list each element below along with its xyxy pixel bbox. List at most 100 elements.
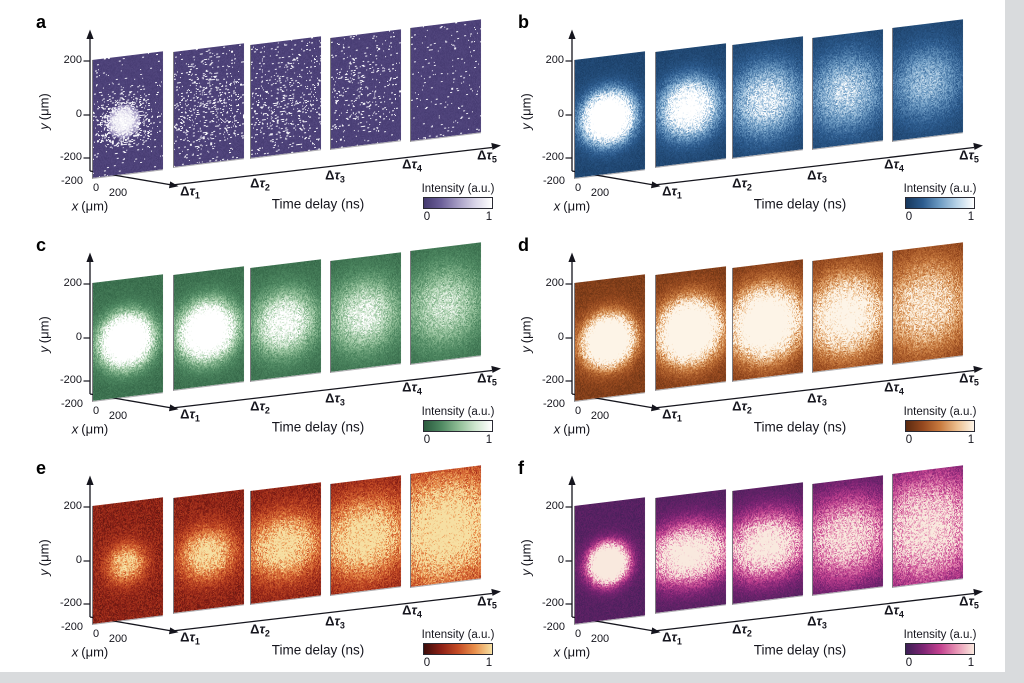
delay-label: Δτ4	[402, 603, 422, 620]
delay-index: 1	[676, 190, 682, 201]
colorbar-label: Intensity (a.u.)	[903, 629, 977, 641]
delta-glyph: Δ	[250, 175, 260, 191]
x-tick-label: 0	[92, 182, 100, 194]
y-tick-label: 200	[545, 54, 564, 66]
axes	[565, 29, 983, 189]
delta-glyph: Δ	[662, 406, 672, 422]
colorbar-gradient	[423, 197, 493, 209]
x-tick-label: 200	[108, 187, 128, 199]
delay-index: 5	[973, 154, 979, 165]
tau-glyph: τ	[334, 167, 340, 183]
delay-label: Δτ3	[325, 391, 345, 408]
colorbar-min: 0	[423, 434, 431, 446]
x-axis-label: x (μm)	[553, 421, 591, 437]
figure-panel-e: e y(μm) 200 0 -200 -200 0 200 x (μm) Time…	[28, 454, 520, 678]
bottom-edge-strip	[0, 672, 1024, 683]
delta-glyph: Δ	[325, 613, 335, 629]
delay-label: Δτ5	[959, 371, 979, 388]
y-axis-arrow-icon	[568, 29, 576, 39]
y-tick-label: 0	[75, 108, 82, 120]
x-tick-label: 200	[108, 633, 128, 645]
heatmap-frame	[574, 497, 645, 625]
tau-glyph: τ	[334, 613, 340, 629]
heatmap-frame	[732, 36, 803, 159]
tau-glyph: τ	[816, 167, 822, 183]
tau-glyph: τ	[893, 156, 899, 172]
axes	[565, 252, 983, 412]
y-tick-label: 0	[75, 554, 82, 566]
delta-glyph: Δ	[180, 183, 190, 199]
delta-glyph: Δ	[402, 156, 412, 172]
tau-glyph: τ	[816, 390, 822, 406]
colorbar-max: 1	[485, 434, 493, 446]
tau-glyph: τ	[259, 621, 265, 637]
y-tick-label: -200	[59, 597, 82, 609]
delay-index: 1	[676, 413, 682, 424]
panel-letter: f	[518, 458, 524, 478]
colorbar-label: Intensity (a.u.)	[421, 629, 495, 641]
delay-label: Δτ4	[402, 380, 422, 397]
delay-index: 4	[416, 386, 422, 397]
colorbar-max: 1	[485, 657, 493, 669]
x-tick-label: -200	[542, 398, 566, 410]
delta-glyph: Δ	[180, 629, 190, 645]
heatmap-frame	[410, 465, 481, 588]
tau-glyph: τ	[411, 602, 417, 618]
heatmap-frame	[330, 29, 401, 150]
delay-index: 4	[898, 609, 904, 620]
x-tick-label: 0	[92, 405, 100, 417]
time-axis-line	[171, 369, 493, 409]
delay-label: Δτ1	[662, 184, 682, 201]
heatmap-frame	[92, 274, 163, 402]
tau-glyph: τ	[486, 147, 492, 163]
delta-glyph: Δ	[732, 398, 742, 414]
y-tick-label: 0	[557, 331, 564, 343]
y-axis-arrow-icon	[568, 252, 576, 262]
y-axis-arrow-icon	[86, 475, 94, 485]
y-axis-arrow-icon	[86, 252, 94, 262]
delay-label: Δτ5	[477, 594, 497, 611]
delay-label: Δτ2	[250, 399, 270, 416]
y-tick-label: -200	[541, 374, 564, 386]
delta-glyph: Δ	[250, 398, 260, 414]
delay-index: 1	[194, 190, 200, 201]
figure-panel-f: f y(μm) 200 0 -200 -200 0 200 x (μm) Time…	[510, 454, 1002, 678]
delay-index: 5	[973, 600, 979, 611]
heatmap-frame	[250, 259, 321, 382]
delay-index: 4	[898, 163, 904, 174]
y-tick-label: 0	[75, 331, 82, 343]
delta-glyph: Δ	[662, 629, 672, 645]
delay-index: 3	[339, 620, 345, 631]
tau-glyph: τ	[741, 175, 747, 191]
heatmap-frame	[892, 242, 963, 365]
delay-index: 1	[676, 636, 682, 647]
heatmap-frame	[410, 19, 481, 142]
delta-glyph: Δ	[250, 621, 260, 637]
x-axis-label: x (μm)	[553, 644, 591, 660]
time-axis-line	[171, 592, 493, 632]
x-tick-label: 0	[574, 405, 582, 417]
time-axis-label: Time delay (ns)	[753, 419, 847, 435]
delay-label: Δτ2	[732, 399, 752, 416]
heatmap-frame	[410, 242, 481, 365]
heatmap-frame	[574, 274, 645, 402]
time-axis-label: Time delay (ns)	[271, 642, 365, 658]
colorbar-min: 0	[423, 211, 431, 223]
delay-label: Δτ1	[180, 407, 200, 424]
tau-glyph: τ	[486, 370, 492, 386]
delta-glyph: Δ	[959, 370, 969, 386]
delta-glyph: Δ	[477, 147, 487, 163]
delay-index: 2	[264, 628, 270, 639]
colorbar-max: 1	[967, 211, 975, 223]
delay-label: Δτ3	[807, 168, 827, 185]
tau-glyph: τ	[968, 593, 974, 609]
delta-glyph: Δ	[807, 167, 817, 183]
y-tick-label: 200	[63, 500, 82, 512]
heatmap-frame	[92, 51, 163, 179]
delay-label: Δτ4	[884, 380, 904, 397]
time-axis-line	[653, 146, 975, 186]
x-tick-label: -200	[60, 621, 84, 633]
axes	[83, 29, 501, 189]
x-axis-label: x (μm)	[71, 421, 109, 437]
figure-panel-a: a y(μm) 200 0 -200 -200 0 200 x (μm) Time…	[28, 8, 520, 232]
